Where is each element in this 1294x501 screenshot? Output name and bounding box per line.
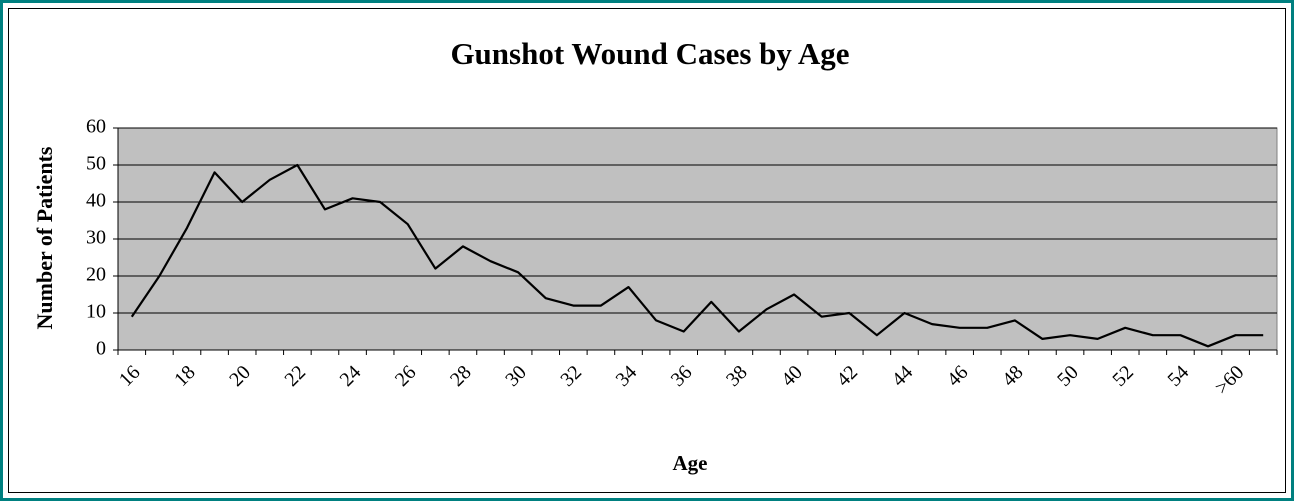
y-tick-label: 50 — [86, 153, 106, 175]
y-tick-label: 30 — [86, 227, 106, 249]
y-tick-label: 20 — [86, 264, 106, 286]
chart-title: Gunshot Wound Cases by Age — [450, 36, 849, 71]
y-tick-label: 0 — [96, 338, 106, 360]
data-line — [130, 163, 1264, 348]
y-tick-label: 10 — [86, 301, 106, 323]
y-tick-label: 60 — [86, 116, 106, 138]
x-axis-label: Age — [673, 451, 708, 475]
chart-border — [8, 8, 1286, 493]
y-tick-label: 40 — [86, 190, 106, 212]
y-axis-label: Number of Patients — [32, 146, 57, 329]
